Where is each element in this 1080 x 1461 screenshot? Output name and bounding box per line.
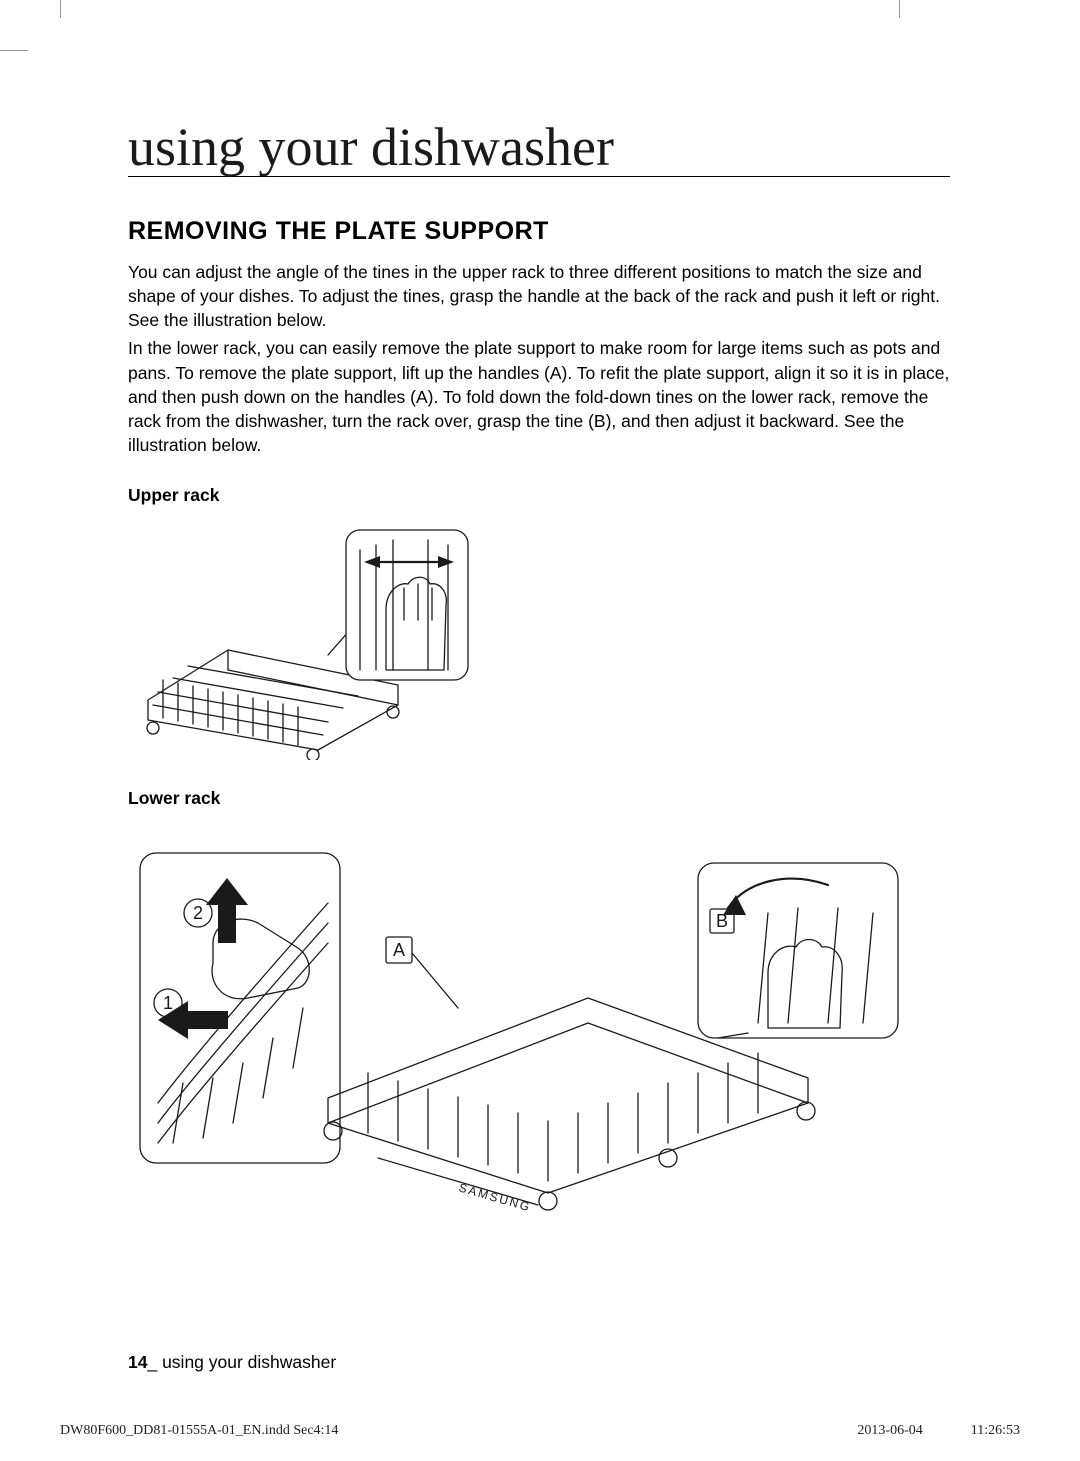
illustration-lower-rack: 2 1 <box>128 823 908 1223</box>
callout-label-a: A <box>393 940 405 960</box>
chapter-title: using your dishwasher <box>128 120 950 177</box>
print-meta-time: 11:26:53 <box>971 1423 1020 1439</box>
running-footer: 14_ using your dishwasher <box>128 1352 336 1373</box>
print-metadata: DW80F600_DD81-01555A-01_EN.indd Sec4:14 … <box>60 1423 1020 1439</box>
body-paragraph: In the lower rack, you can easily remove… <box>128 336 950 457</box>
subheading-lower-rack: Lower rack <box>128 788 950 809</box>
crop-mark <box>899 0 900 18</box>
subheading-upper-rack: Upper rack <box>128 485 950 506</box>
illustration-upper-rack <box>128 520 473 760</box>
brand-wordmark: SAMSUNG <box>457 1181 533 1215</box>
print-meta-date: 2013-06-04 <box>857 1423 922 1439</box>
crop-mark <box>0 50 28 51</box>
step-marker-2: 2 <box>193 903 203 923</box>
section-heading: REMOVING THE PLATE SUPPORT <box>128 217 950 246</box>
page-number: 14 <box>128 1352 147 1372</box>
page-content: using your dishwasher REMOVING THE PLATE… <box>128 120 950 1371</box>
footer-separator: _ <box>147 1352 157 1372</box>
print-meta-file: DW80F600_DD81-01555A-01_EN.indd Sec4:14 <box>60 1423 338 1439</box>
body-paragraph: You can adjust the angle of the tines in… <box>128 260 950 332</box>
crop-mark <box>60 0 61 18</box>
step-marker-1: 1 <box>163 993 173 1013</box>
running-title: using your dishwasher <box>162 1352 336 1372</box>
